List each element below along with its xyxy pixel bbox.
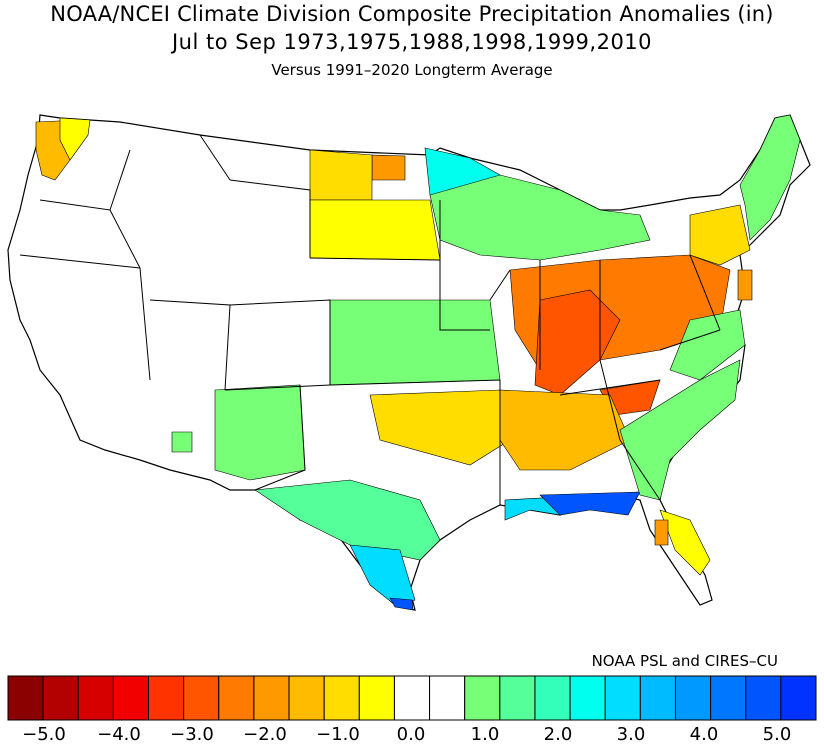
- colorbar-tick-label: −1.0: [316, 724, 360, 745]
- colorbar-swatch: [112, 675, 150, 721]
- colorbar-tick-label: 0.0: [396, 724, 426, 745]
- region-new-england: [739, 114, 801, 241]
- colorbar-swatch: [288, 675, 325, 721]
- region-texas-tip: [389, 597, 414, 611]
- region-texas-west: [254, 479, 441, 561]
- colorbar-swatch: [780, 675, 817, 721]
- colorbar-swatch: [183, 675, 220, 721]
- colorbar-swatch: [42, 675, 79, 721]
- region-upper-midwest: [429, 174, 651, 261]
- region-florida-orange: [654, 519, 669, 546]
- colorbar-swatch: [218, 675, 255, 721]
- region-southeast-atlantic: [619, 359, 741, 501]
- credit-text: NOAA PSL and CIRES–CU: [591, 652, 778, 670]
- state-borders: [19, 134, 721, 505]
- colorbar-swatch: [253, 675, 290, 721]
- colorbar-tick-label: 4.0: [689, 724, 719, 745]
- colorbar-swatches: [7, 675, 817, 721]
- colorbar-swatch: [393, 675, 431, 721]
- colorbar-swatch: [464, 675, 501, 721]
- colorbar-swatch: [710, 675, 747, 721]
- colorbar-tick-label: 5.0: [762, 724, 792, 745]
- colorbar-swatch: [604, 675, 641, 721]
- colorbar-tick-label: −5.0: [22, 724, 66, 745]
- colorbar-swatch: [534, 675, 571, 721]
- colorbar-tick-label: 3.0: [616, 724, 646, 745]
- colorbar-swatch: [745, 675, 782, 721]
- colorbar-tick-label: −4.0: [97, 724, 141, 745]
- colorbar-swatch: [499, 675, 536, 721]
- colorbar-swatch: [429, 675, 466, 721]
- region-washington-east-yellow: [59, 117, 91, 161]
- region-florida-peninsula: [659, 509, 711, 576]
- colorbar-swatch: [7, 675, 44, 721]
- colorbar-swatch: [323, 675, 360, 721]
- chart-subtitle-period: Jul to Sep 1973,1975,1988,1998,1999,2010: [171, 30, 653, 54]
- colorbar-swatch: [358, 675, 395, 721]
- region-virginia: [669, 309, 746, 381]
- colorbar-swatch: [674, 675, 712, 721]
- colorbar-swatch: [569, 675, 606, 721]
- region-blocks: [35, 114, 801, 611]
- colorbar-tick-label: −2.0: [243, 724, 287, 745]
- region-southwest-green: [214, 384, 306, 481]
- region-new-jersey: [737, 269, 753, 301]
- colorbar-tick-label: −3.0: [170, 724, 214, 745]
- colorbar-swatch: [148, 675, 185, 721]
- region-kansas-oklahoma: [369, 389, 511, 466]
- chart-subtitle-baseline: Versus 1991–2020 Longterm Average: [271, 61, 553, 79]
- colorbar-swatch: [77, 675, 114, 721]
- chart-title: NOAA/NCEI Climate Division Composite Pre…: [50, 2, 774, 26]
- region-florida-panhandle: [539, 491, 641, 516]
- region-arizona-small: [171, 431, 193, 453]
- region-mid-atlantic: [689, 204, 751, 266]
- colorbar-tick-label: 1.0: [470, 724, 500, 745]
- colorbar-swatch: [639, 675, 676, 721]
- colorbar-tick-label: 2.0: [543, 724, 573, 745]
